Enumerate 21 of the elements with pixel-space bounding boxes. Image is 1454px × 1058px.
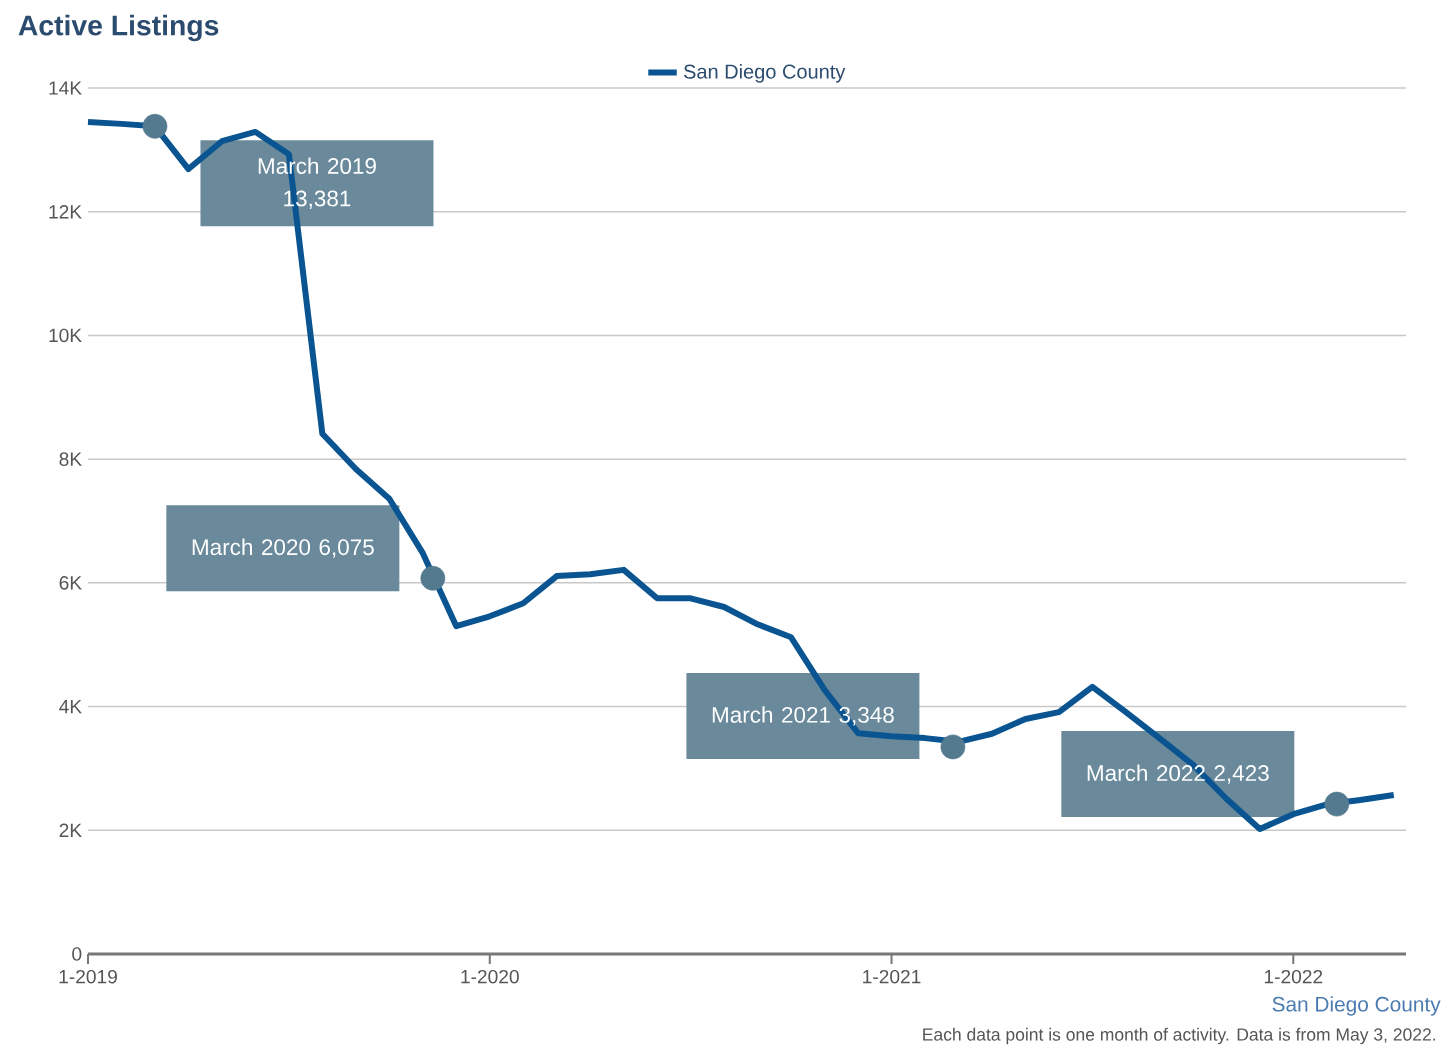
legend-label: San Diego County [683,64,846,83]
point [420,565,446,591]
annotation: March 2020 6,075 [192,538,374,558]
y-tick-label: 14K [49,81,82,95]
point [142,113,168,139]
chart-title: Active Listings [18,14,219,42]
text: Each data point is one month of activity. Data is from May 3, 2022. [923,1027,1436,1045]
x-tick-label: 1-2022 [1264,969,1323,984]
y-tick-label: 8K [59,452,82,466]
text: San Diego County [1272,996,1441,1016]
x-tick-label: 1-2020 [461,969,519,984]
point [1324,791,1350,817]
y-tick-label: 12K [49,205,82,219]
point [940,734,966,760]
x-tick-label: 1-2021 [863,969,921,984]
y-tick-label: 4K [59,699,82,714]
y-tick-label: 10K [49,328,82,343]
y-tick-label: 0 [72,947,82,961]
y-tick-label: 2K [59,823,82,837]
x-tick-label: 1-2019 [59,969,117,984]
y-tick-label: 6K [59,576,82,590]
